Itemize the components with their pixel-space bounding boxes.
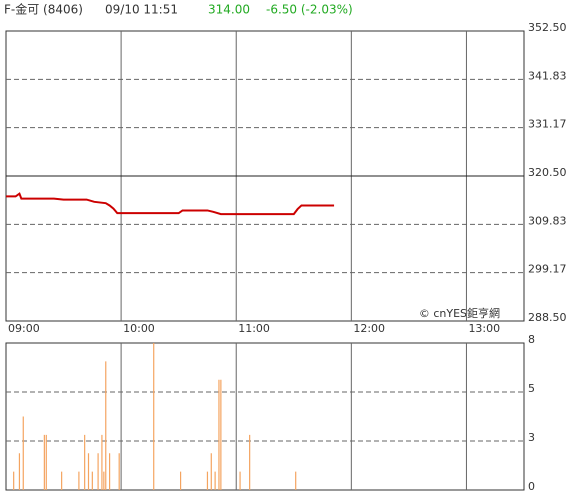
- y-tick-label: 288.50: [528, 311, 567, 324]
- y-tick-label: 341.83: [528, 69, 567, 82]
- change: -6.50 (-2.03%): [266, 3, 353, 17]
- x-tick-label: 12:00: [353, 322, 385, 335]
- y-tick-label: 331.17: [528, 118, 567, 131]
- datetime: 09/10 11:51: [105, 3, 178, 17]
- watermark: © cnYES鉅亨網: [419, 306, 500, 320]
- y-tick-label: 8: [528, 333, 535, 346]
- y-tick-label: 5: [528, 382, 535, 395]
- symbol: F-金可 (8406): [4, 2, 83, 17]
- x-tick-label: 11:00: [238, 322, 270, 335]
- y-tick-label: 320.50: [528, 166, 567, 179]
- price-line: [6, 192, 335, 216]
- y-tick-label: 352.50: [528, 21, 567, 34]
- x-tick-label: 09:00: [8, 322, 40, 335]
- x-tick-label: 10:00: [123, 322, 155, 335]
- y-tick-label: 299.17: [528, 263, 567, 276]
- y-tick-label: 3: [528, 431, 535, 444]
- y-tick-label: 309.83: [528, 214, 567, 227]
- y-tick-label: 0: [528, 480, 535, 493]
- volume-frame: [5, 342, 525, 491]
- x-tick-label: 13:00: [468, 322, 500, 335]
- price: 314.00: [208, 3, 250, 17]
